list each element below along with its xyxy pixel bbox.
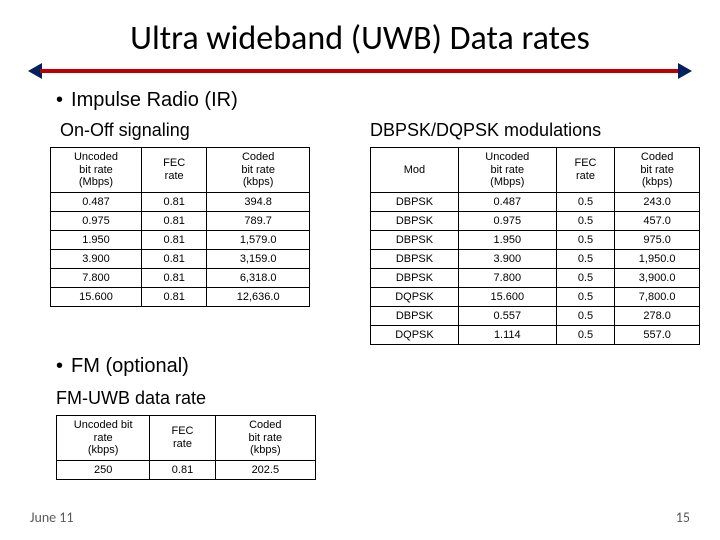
bullet-fm-text: FM (optional) <box>71 355 189 377</box>
table-cell: 3,900.0 <box>615 268 700 287</box>
table-cell: 789.7 <box>207 211 310 230</box>
footer-page: 15 <box>676 509 690 526</box>
table-cell: 3.900 <box>51 249 142 268</box>
bullet-ir-text: Impulse Radio (IR) <box>71 89 238 111</box>
table-cell: 0.81 <box>142 192 207 211</box>
table-row: 7.8000.816,318.0 <box>51 268 310 287</box>
table-cell: 0.557 <box>458 306 556 325</box>
table-row: DBPSK3.9000.51,950.0 <box>371 249 700 268</box>
table-row: DBPSK1.9500.5975.0 <box>371 230 700 249</box>
table-cell: 250 <box>57 460 150 479</box>
table-cell: DBPSK <box>371 211 459 230</box>
table-cell: 15.600 <box>51 287 142 306</box>
table-cell: 0.5 <box>556 230 615 249</box>
table-cell: 0.975 <box>51 211 142 230</box>
label-fmuwb: FM-UWB data rate <box>0 382 720 415</box>
table-cell: 975.0 <box>615 230 700 249</box>
table-cell: 0.81 <box>142 287 207 306</box>
divider-line <box>40 69 680 73</box>
arrow-right-icon <box>678 63 692 79</box>
table-cell: 0.487 <box>458 192 556 211</box>
bullet-dot-icon: • <box>56 355 63 377</box>
table-cell: 1,579.0 <box>207 230 310 249</box>
table-cell: DBPSK <box>371 192 459 211</box>
table-cell: DBPSK <box>371 249 459 268</box>
table-fm: Uncoded bitrate(kbps)FECrateCodedbit rat… <box>56 415 316 480</box>
table-cell: 0.81 <box>142 249 207 268</box>
table-header-cell: FECrate <box>556 148 615 193</box>
table-header-cell: Mod <box>371 148 459 193</box>
table-cell: DQPSK <box>371 287 459 306</box>
table-header-cell: FECrate <box>142 148 207 193</box>
table-header-cell: Codedbit rate(kbps) <box>207 148 310 193</box>
bullet-fm: • FM (optional) <box>0 345 720 382</box>
table-cell: 0.81 <box>150 460 215 479</box>
table-cell: 0.5 <box>556 268 615 287</box>
table-cell: 6,318.0 <box>207 268 310 287</box>
table-cell: 7.800 <box>51 268 142 287</box>
table-cell: 1.950 <box>51 230 142 249</box>
table-row: DBPSK0.9750.5457.0 <box>371 211 700 230</box>
table-cell: 0.5 <box>556 287 615 306</box>
table-cell: DBPSK <box>371 306 459 325</box>
table-cell: 0.5 <box>556 306 615 325</box>
bullet-dot-icon: • <box>56 89 63 111</box>
table-row: 2500.81202.5 <box>57 460 316 479</box>
table-cell: 457.0 <box>615 211 700 230</box>
table-header-cell: Uncodedbit rate(Mbps) <box>458 148 556 193</box>
label-dbpsk: DBPSK/DQPSK modulations <box>370 116 700 147</box>
table-cell: 394.8 <box>207 192 310 211</box>
table-row: DQPSK15.6000.57,800.0 <box>371 287 700 306</box>
title-divider <box>30 65 690 77</box>
table-onoff: Uncodedbit rate(Mbps)FECrateCodedbit rat… <box>50 147 310 307</box>
table-header-cell: Uncoded bitrate(kbps) <box>57 415 150 460</box>
slide-title: Ultra wideband (UWB) Data rates <box>0 0 720 65</box>
bullet-ir: • Impulse Radio (IR) <box>0 85 720 116</box>
table-cell: 202.5 <box>215 460 315 479</box>
label-onoff: On-Off signaling <box>40 116 340 147</box>
footer-date: June 11 <box>30 509 74 526</box>
table-cell: DQPSK <box>371 325 459 344</box>
table-cell: 557.0 <box>615 325 700 344</box>
table-header-cell: Codedbit rate(kbps) <box>615 148 700 193</box>
table-row: DBPSK0.4870.5243.0 <box>371 192 700 211</box>
table-row: 15.6000.8112,636.0 <box>51 287 310 306</box>
table-cell: 0.5 <box>556 325 615 344</box>
table-cell: DBPSK <box>371 268 459 287</box>
table-cell: 0.81 <box>142 230 207 249</box>
table-cell: 0.81 <box>142 211 207 230</box>
table-cell: 1,950.0 <box>615 249 700 268</box>
table-cell: 0.5 <box>556 192 615 211</box>
table-row: DQPSK1.1140.5557.0 <box>371 325 700 344</box>
table-row: 0.4870.81394.8 <box>51 192 310 211</box>
table-row: 3.9000.813,159.0 <box>51 249 310 268</box>
table-cell: 1.114 <box>458 325 556 344</box>
table-row: DBPSK0.5570.5278.0 <box>371 306 700 325</box>
table-cell: DBPSK <box>371 230 459 249</box>
table-cell: 1.950 <box>458 230 556 249</box>
table-row: 0.9750.81789.7 <box>51 211 310 230</box>
table-cell: 12,636.0 <box>207 287 310 306</box>
table-cell: 0.5 <box>556 211 615 230</box>
table-modulation: ModUncodedbit rate(Mbps)FECrateCodedbit … <box>370 147 700 345</box>
table-cell: 278.0 <box>615 306 700 325</box>
table-cell: 0.81 <box>142 268 207 287</box>
table-cell: 7.800 <box>458 268 556 287</box>
table-row: DBPSK7.8000.53,900.0 <box>371 268 700 287</box>
table-cell: 3,159.0 <box>207 249 310 268</box>
slide-footer: June 11 15 <box>30 509 690 526</box>
table-header-cell: Uncodedbit rate(Mbps) <box>51 148 142 193</box>
table-cell: 15.600 <box>458 287 556 306</box>
table-header-cell: FECrate <box>150 415 215 460</box>
table-cell: 7,800.0 <box>615 287 700 306</box>
table-cell: 243.0 <box>615 192 700 211</box>
table-row: 1.9500.811,579.0 <box>51 230 310 249</box>
table-cell: 3.900 <box>458 249 556 268</box>
table-cell: 0.5 <box>556 249 615 268</box>
table-cell: 0.487 <box>51 192 142 211</box>
table-header-cell: Codedbit rate(kbps) <box>215 415 315 460</box>
table-cell: 0.975 <box>458 211 556 230</box>
